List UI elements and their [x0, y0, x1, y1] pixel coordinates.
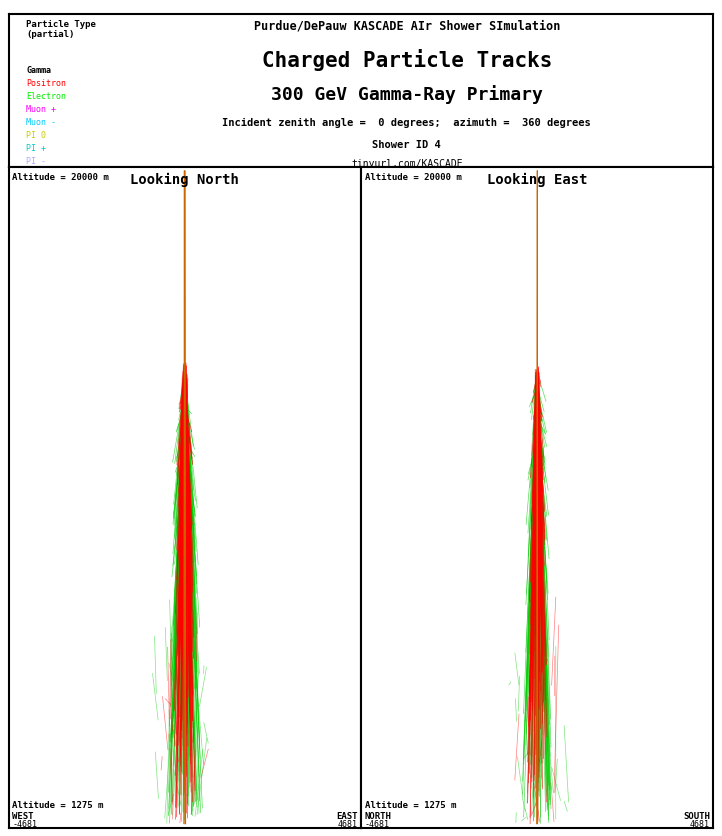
Text: Altitude = 1275 m: Altitude = 1275 m — [365, 800, 456, 809]
Text: Gamma: Gamma — [26, 65, 51, 74]
Text: Incident zenith angle =  0 degrees;  azimuth =  360 degrees: Incident zenith angle = 0 degrees; azimu… — [222, 117, 591, 127]
Text: 4681: 4681 — [337, 818, 357, 828]
Text: Positron: Positron — [26, 79, 66, 88]
Text: Shower ID 4: Shower ID 4 — [373, 140, 441, 150]
Text: -4681: -4681 — [365, 818, 390, 828]
Text: Purdue/DePauw KASCADE AIr Shower SImulation: Purdue/DePauw KASCADE AIr Shower SImulat… — [253, 19, 560, 33]
Text: Proton: Proton — [26, 170, 56, 178]
Text: Muon +: Muon + — [26, 104, 56, 114]
Text: 300 GeV Gamma-Ray Primary: 300 GeV Gamma-Ray Primary — [271, 85, 543, 104]
Text: SOUTH: SOUTH — [683, 811, 710, 820]
Text: 4681: 4681 — [690, 818, 710, 828]
Text: Particle Type
(partial): Particle Type (partial) — [26, 19, 96, 39]
Text: Muon -: Muon - — [26, 117, 56, 126]
Text: Looking North: Looking North — [131, 172, 239, 186]
Text: tinyurl.com/KASCADE: tinyurl.com/KASCADE — [351, 159, 463, 169]
Text: Altitude = 20000 m: Altitude = 20000 m — [12, 172, 109, 181]
Text: Electron: Electron — [26, 91, 66, 100]
Text: Altitude = 20000 m: Altitude = 20000 m — [365, 172, 461, 181]
Text: EAST: EAST — [336, 811, 357, 820]
Text: PI -: PI - — [26, 156, 46, 166]
Text: NORTH: NORTH — [365, 811, 391, 820]
Text: Altitude = 1275 m: Altitude = 1275 m — [12, 800, 103, 809]
Text: PI +: PI + — [26, 143, 46, 152]
Text: WEST: WEST — [12, 811, 34, 820]
Text: Charged Particle Tracks: Charged Particle Tracks — [261, 48, 552, 70]
Text: -4681: -4681 — [12, 818, 38, 828]
Text: Looking East: Looking East — [487, 172, 588, 186]
Text: PI 0: PI 0 — [26, 130, 46, 140]
